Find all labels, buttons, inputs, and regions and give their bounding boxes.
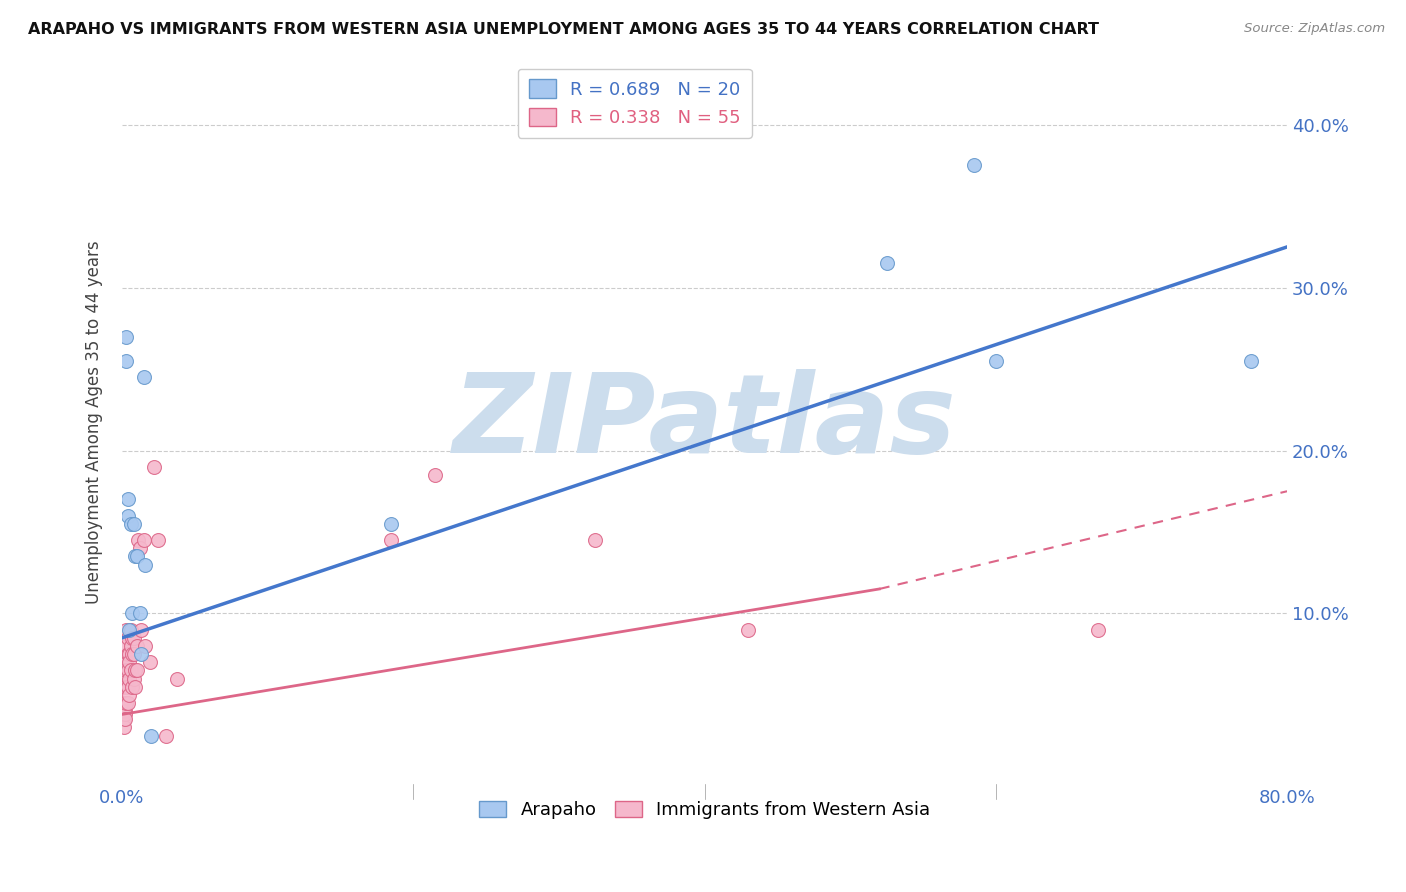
Point (121, 647, 143, 661)
Point (115, 623, 138, 637)
Point (118, 655, 141, 669)
Point (117, 508, 139, 523)
Point (118, 688, 141, 702)
Point (115, 329, 138, 343)
Point (118, 623, 141, 637)
Text: ZIPatlas: ZIPatlas (453, 368, 956, 475)
Point (115, 354, 138, 368)
Point (118, 647, 141, 661)
Point (114, 664, 136, 678)
Point (134, 639, 156, 653)
Point (115, 680, 138, 694)
Point (984, 354, 1007, 368)
Point (114, 672, 136, 686)
Legend: Arapaho, Immigrants from Western Asia: Arapaho, Immigrants from Western Asia (472, 793, 938, 826)
Point (117, 647, 139, 661)
Point (129, 623, 152, 637)
Point (124, 680, 146, 694)
Point (114, 680, 136, 694)
Point (134, 558, 156, 572)
Point (128, 607, 150, 621)
Point (122, 516, 145, 531)
Point (112, 720, 135, 734)
Point (114, 696, 136, 710)
Point (132, 533, 155, 547)
Point (114, 704, 136, 718)
Point (583, 533, 606, 547)
Point (141, 729, 163, 743)
Point (112, 707, 135, 722)
Point (115, 655, 138, 669)
Point (876, 256, 898, 270)
Point (115, 664, 138, 678)
Point (112, 704, 135, 718)
Point (112, 696, 135, 710)
Point (122, 647, 145, 661)
Y-axis label: Unemployment Among Ages 35 to 44 years: Unemployment Among Ages 35 to 44 years (86, 240, 103, 604)
Point (120, 639, 142, 653)
Point (122, 631, 145, 645)
Point (112, 712, 135, 726)
Point (125, 664, 148, 678)
Point (122, 672, 145, 686)
Point (1087, 623, 1109, 637)
Point (117, 696, 139, 710)
Point (963, 159, 986, 173)
Point (114, 707, 136, 722)
Point (1240, 354, 1263, 368)
Point (132, 370, 155, 384)
Point (124, 549, 146, 564)
Point (114, 712, 136, 726)
Point (121, 607, 143, 621)
Text: ARAPAHO VS IMMIGRANTS FROM WESTERN ASIA UNEMPLOYMENT AMONG AGES 35 TO 44 YEARS C: ARAPAHO VS IMMIGRANTS FROM WESTERN ASIA … (28, 22, 1099, 37)
Point (117, 631, 139, 645)
Point (120, 516, 142, 531)
Point (120, 664, 142, 678)
Point (125, 549, 148, 564)
Point (138, 655, 160, 669)
Point (143, 459, 166, 474)
Point (124, 664, 146, 678)
Point (148, 533, 170, 547)
Point (121, 680, 143, 694)
Point (118, 672, 141, 686)
Point (121, 631, 143, 645)
Text: Source: ZipAtlas.com: Source: ZipAtlas.com (1244, 22, 1385, 36)
Point (737, 623, 759, 637)
Point (380, 533, 402, 547)
Point (129, 647, 152, 661)
Point (127, 533, 149, 547)
Point (115, 696, 138, 710)
Point (117, 664, 139, 678)
Point (117, 680, 139, 694)
Point (423, 467, 446, 482)
Point (155, 729, 177, 743)
Point (117, 492, 139, 507)
Point (128, 541, 150, 556)
Point (166, 672, 188, 686)
Point (125, 639, 148, 653)
Point (380, 516, 402, 531)
Point (115, 639, 138, 653)
Point (120, 623, 142, 637)
